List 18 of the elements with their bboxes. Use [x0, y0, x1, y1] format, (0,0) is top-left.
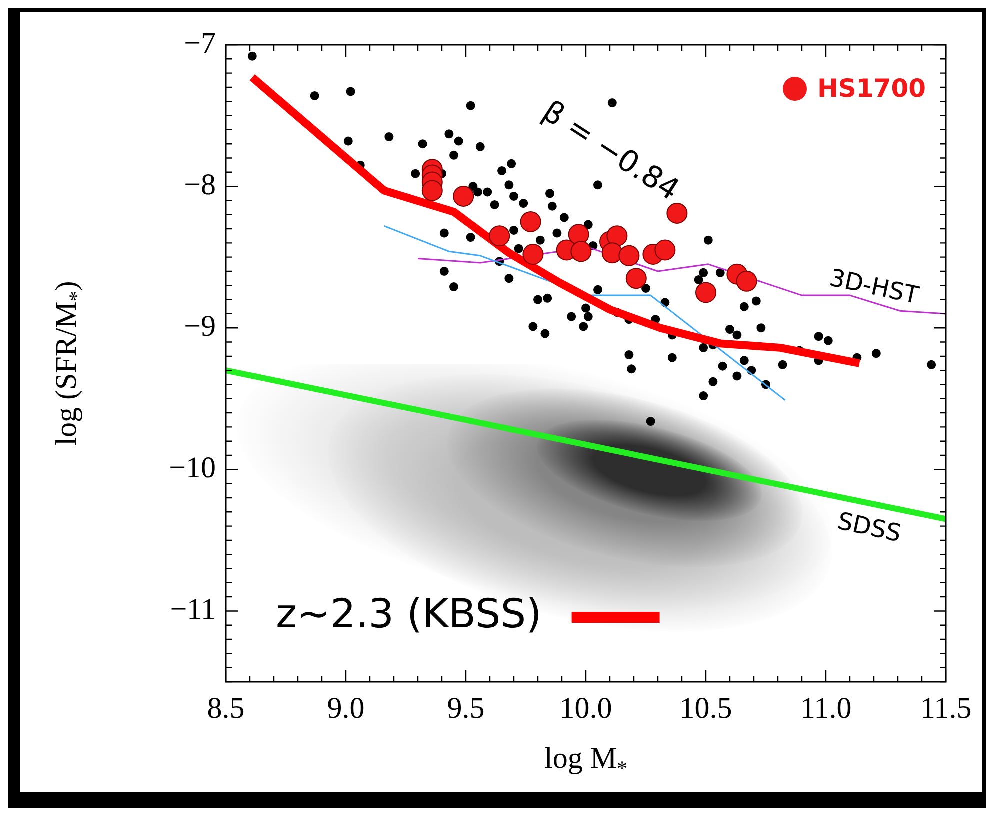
- annotation: SDSS: [835, 507, 904, 548]
- y-tick-label: −7: [184, 26, 216, 60]
- x-tick-label: 11.5: [920, 692, 972, 725]
- y-tick-label: −8: [184, 168, 216, 202]
- annotation: 3D-HST: [827, 264, 922, 310]
- y-tick-label: −9: [184, 310, 216, 343]
- y-tick-label: −11: [170, 593, 216, 626]
- x-tick-label: 11.0: [800, 692, 852, 725]
- x-tick-label: 8.5: [207, 692, 245, 725]
- x-tick-label: 10.0: [560, 692, 612, 725]
- x-tick-label: 10.5: [680, 692, 732, 725]
- x-tick-label: 9.5: [447, 692, 485, 725]
- x-tick-label: 9.0: [327, 692, 365, 725]
- legend-label: z~2.3 (KBSS): [276, 591, 542, 638]
- text: HS1700: [817, 74, 926, 103]
- x-axis-title: log M*: [544, 742, 628, 780]
- y-tick-label: −10: [169, 452, 216, 485]
- y-axis-title: log (SFR/M*): [50, 281, 88, 446]
